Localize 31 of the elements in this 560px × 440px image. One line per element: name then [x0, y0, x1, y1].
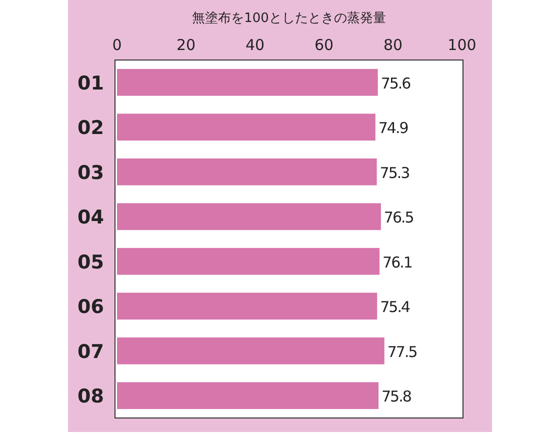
data-label: 77.5: [387, 342, 418, 361]
x-tick-label: 80: [383, 36, 403, 54]
bar: [117, 114, 376, 141]
x-tick-label: 40: [245, 36, 265, 54]
y-tick-label: 03: [78, 162, 104, 184]
y-tick-label: 04: [78, 206, 104, 229]
y-tick-label: 07: [78, 340, 104, 363]
bar: [117, 382, 379, 410]
x-tick-label: 0: [112, 36, 122, 54]
y-tick-label: 05: [78, 251, 104, 274]
bar: [117, 292, 378, 320]
data-label: 75.6: [380, 74, 411, 92]
bar: [117, 248, 380, 275]
data-label: 75.3: [380, 164, 410, 182]
y-tick-label: 02: [78, 117, 104, 140]
bar: [117, 68, 378, 96]
x-tick-label: 60: [314, 36, 334, 54]
data-label: 76.5: [384, 208, 414, 227]
bar: [117, 158, 377, 186]
y-tick-label: 08: [78, 386, 104, 408]
bar: [117, 203, 381, 230]
x-tick-label: 20: [176, 36, 196, 54]
y-tick-label: 01: [78, 72, 104, 94]
bar: [117, 337, 384, 364]
data-label: 75.8: [382, 388, 412, 406]
y-tick-label: 06: [78, 296, 104, 318]
chart-title: 無塗布を100としたときの蒸発量: [192, 11, 386, 26]
data-label: 75.4: [380, 298, 410, 316]
data-label: 74.9: [378, 119, 408, 138]
x-tick-label: 100: [448, 36, 476, 54]
data-label: 76.1: [382, 253, 412, 272]
